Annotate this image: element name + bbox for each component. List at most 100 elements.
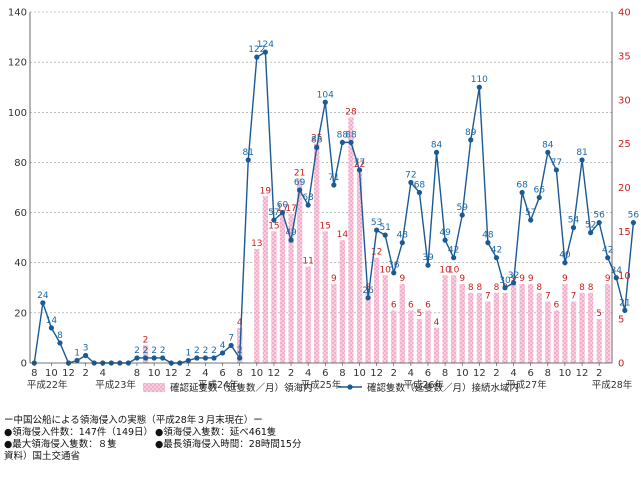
line-data-label: 49 xyxy=(439,228,451,238)
line-point xyxy=(536,194,542,201)
bar xyxy=(510,284,517,363)
bar-data-label: 14 xyxy=(337,230,349,240)
line-point xyxy=(570,225,577,231)
line-point xyxy=(142,355,149,361)
line-data-label: 48 xyxy=(397,231,409,241)
bar xyxy=(596,319,602,363)
bar-data-label: 9 xyxy=(605,274,611,284)
x-tick-label: 4 xyxy=(510,368,516,379)
line-point xyxy=(374,227,380,233)
line-point xyxy=(279,209,286,216)
bar xyxy=(288,213,294,363)
left-tick-label: 120 xyxy=(8,58,27,69)
note-source: 資料）国土交通省 xyxy=(4,451,81,462)
bar-data-label: 15 xyxy=(268,221,279,231)
x-tick-label: 12 xyxy=(165,368,178,379)
line-data-label: 124 xyxy=(257,40,274,50)
x-tick-label: 4 xyxy=(408,368,414,379)
x-tick-label: 2 xyxy=(596,368,602,379)
bar-data-label: 19 xyxy=(260,186,272,196)
bar xyxy=(296,178,303,363)
line-data-label: 2 xyxy=(211,346,217,356)
bar xyxy=(305,266,311,363)
bar-data-label: 8 xyxy=(365,283,371,293)
line-data-label: 7 xyxy=(228,333,234,343)
bar xyxy=(528,284,534,363)
bar-data-label: 6 xyxy=(391,300,397,310)
bar-data-label: 28 xyxy=(345,107,357,117)
line-point xyxy=(322,99,328,105)
legend: 確認延隻数（延隻数／月）領海内 確認隻数（延隻数／月）接続水域内 xyxy=(143,382,519,394)
line-point xyxy=(485,240,491,246)
x-tick-label: 8 xyxy=(31,368,37,379)
year-label: 平成27年 xyxy=(506,379,547,391)
line-data-label: 2 xyxy=(160,346,166,356)
line-data-label: 40 xyxy=(559,251,571,261)
x-tick-label: 12 xyxy=(268,368,281,379)
line-point xyxy=(288,237,294,243)
x-tick-label: 6 xyxy=(322,368,328,379)
line-data-label: 88 xyxy=(337,130,349,140)
x-tick-label: 10 xyxy=(45,368,58,379)
bar-data-label: 9 xyxy=(331,274,337,284)
line-data-label: 63 xyxy=(302,193,313,203)
line-point xyxy=(468,137,474,143)
line-data-label: 4 xyxy=(220,341,226,351)
legend-bar-label: 確認延隻数（延隻数／月）領海内 xyxy=(170,382,313,394)
legend-line-marker xyxy=(347,384,353,390)
right-tick-label: 10 xyxy=(618,271,631,282)
line-point xyxy=(160,355,166,361)
line-data-label: 42 xyxy=(448,246,459,256)
line-data-label: 1 xyxy=(185,348,191,358)
bar-data-label: 9 xyxy=(562,274,568,284)
bar xyxy=(553,310,560,363)
bar-data-label: 6 xyxy=(425,300,431,310)
bar-series xyxy=(142,117,611,363)
line-data-label: 2 xyxy=(237,346,243,356)
bar xyxy=(459,284,465,363)
notes-heading: ー中国公船による領海侵入の実態（平成28年３月末現在）ー xyxy=(4,415,263,426)
line-point xyxy=(408,179,414,186)
bar-data-label: 9 xyxy=(399,274,405,284)
line-point xyxy=(613,275,619,281)
bar-data-label: 8 xyxy=(476,283,482,293)
line-data-label: 49 xyxy=(285,228,297,238)
line-data-label: 84 xyxy=(542,140,554,150)
bar xyxy=(314,143,320,363)
line-point xyxy=(365,295,371,301)
line-point xyxy=(510,280,517,286)
line-data-label: 56 xyxy=(628,211,640,221)
bar-data-label: 4 xyxy=(434,318,440,328)
line-data-label: 88 xyxy=(345,130,357,140)
x-tick-label: 6 xyxy=(219,368,225,379)
line-point xyxy=(57,340,63,346)
x-tick-label: 2 xyxy=(82,368,88,379)
x-tick-label: 8 xyxy=(339,368,345,379)
bar-data-label: 8 xyxy=(588,283,594,293)
line-data-label: 52 xyxy=(585,221,596,231)
bar xyxy=(579,292,585,363)
line-data-label: 68 xyxy=(516,181,528,191)
left-tick-label: 80 xyxy=(14,158,27,169)
left-tick-label: 60 xyxy=(14,208,27,219)
line-data-label: 30 xyxy=(499,276,511,286)
bar xyxy=(142,345,149,363)
bar xyxy=(433,327,440,363)
line-point xyxy=(262,49,268,55)
bar xyxy=(493,292,500,363)
line-point xyxy=(314,144,320,150)
line-data-label: 89 xyxy=(465,128,477,138)
bar-data-label: 21 xyxy=(294,169,305,179)
line-data-label: 104 xyxy=(317,90,334,100)
line-data-label: 81 xyxy=(243,148,254,158)
bar xyxy=(451,275,457,363)
line-data-label: 36 xyxy=(388,261,400,271)
line-point xyxy=(399,240,405,246)
bar xyxy=(416,319,423,363)
bar-data-label: 7 xyxy=(545,292,551,302)
x-tick-label: 4 xyxy=(202,368,208,379)
x-tick-label: 8 xyxy=(134,368,140,379)
line-point xyxy=(211,355,217,361)
line-point xyxy=(553,167,559,173)
line-point xyxy=(83,352,89,359)
